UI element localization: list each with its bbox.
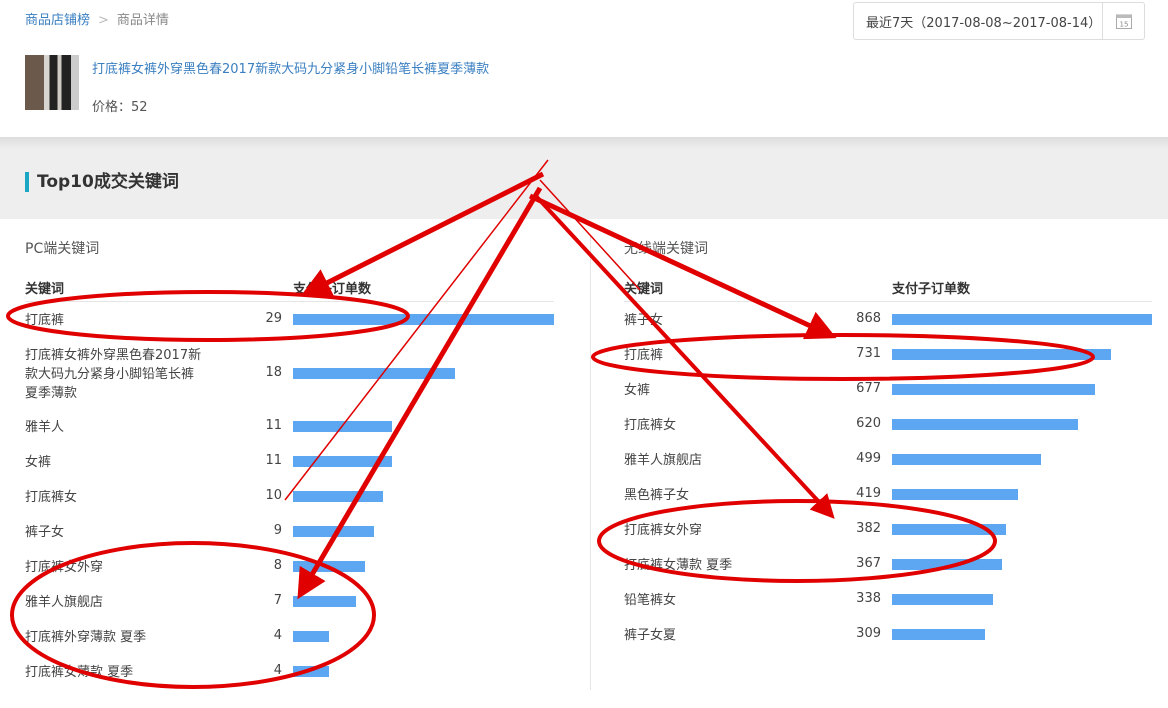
order-bar: [293, 421, 392, 432]
keyword-label: 打底裤女外穿: [25, 559, 104, 575]
breadcrumb-parent-link[interactable]: 商品店铺榜: [25, 13, 91, 28]
order-count: 731: [856, 346, 881, 361]
section-title: Top10成交关键词: [25, 172, 179, 192]
order-count: 18: [265, 365, 282, 380]
mobile-col-keyword: 关键词: [624, 282, 664, 297]
order-bar: [293, 368, 455, 379]
order-count: 9: [273, 523, 282, 538]
breadcrumb-separator: >: [98, 13, 109, 28]
pc-col-orders: 支付子订单数: [293, 282, 372, 297]
keyword-label: 黑色裤子女: [624, 487, 690, 503]
keyword-label: 雅羊人旗舰店: [25, 594, 104, 610]
order-count: 4: [273, 628, 282, 643]
keyword-label: 打底裤: [624, 347, 664, 363]
order-count: 419: [856, 486, 881, 501]
keyword-label: 打底裤外穿薄款 夏季: [25, 629, 147, 645]
keyword-label: 雅羊人: [25, 419, 65, 435]
order-bar: [293, 491, 383, 502]
keyword-label: 打底裤女裤外穿黑色春2017新款大码九分紧身小脚铅笔长裤夏季薄款: [25, 347, 202, 401]
keyword-label: 裤子女: [25, 524, 65, 540]
order-count: 338: [856, 591, 881, 606]
order-count: 382: [856, 521, 881, 536]
order-count: 11: [265, 453, 282, 468]
order-bar: [892, 524, 1007, 535]
calendar-icon[interactable]: 15: [1102, 3, 1144, 39]
order-bar: [892, 384, 1095, 395]
mobile-keywords-title: 无线端关键词: [624, 241, 708, 257]
order-bar: [892, 314, 1152, 325]
keyword-label: 雅羊人旗舰店: [624, 452, 703, 468]
order-bar: [293, 666, 329, 677]
column-divider: [590, 236, 591, 690]
order-count: 367: [856, 556, 881, 571]
pc-col-keyword: 关键词: [25, 282, 65, 297]
pc-header-line: [25, 301, 554, 302]
keyword-label: 打底裤: [25, 312, 65, 328]
order-bar: [892, 594, 994, 605]
keyword-label: 打底裤女薄款 夏季: [25, 664, 134, 680]
keyword-label: 裤子女: [624, 312, 664, 328]
order-bar: [293, 526, 374, 537]
date-range-label: 最近7天（2017-08-08~2017-08-14）: [866, 15, 1102, 31]
product-thumbnail[interactable]: [25, 55, 79, 110]
keyword-label: 女裤: [25, 454, 52, 470]
order-bar: [892, 489, 1018, 500]
order-count: 620: [856, 416, 881, 431]
keyword-label: 裤子女夏: [624, 627, 677, 643]
breadcrumb: 商品店铺榜 > 商品详情: [25, 9, 169, 28]
order-count: 11: [265, 418, 282, 433]
keyword-label: 打底裤女: [25, 489, 78, 505]
date-range-picker[interactable]: 最近7天（2017-08-08~2017-08-14） 15: [853, 2, 1145, 40]
order-bar: [293, 314, 554, 325]
order-count: 8: [273, 558, 282, 573]
order-count: 29: [265, 311, 282, 326]
order-bar: [892, 419, 1078, 430]
order-count: 868: [856, 311, 881, 326]
order-bar: [892, 559, 1002, 570]
svg-text:15: 15: [1119, 21, 1128, 29]
order-bar: [892, 454, 1042, 465]
order-bar: [892, 349, 1111, 360]
keyword-label: 铅笔裤女: [624, 592, 677, 608]
order-bar: [293, 456, 392, 467]
keyword-label: 女裤: [624, 382, 651, 398]
mobile-col-orders: 支付子订单数: [892, 282, 971, 297]
order-bar: [293, 561, 365, 572]
order-bar: [293, 631, 329, 642]
breadcrumb-current: 商品详情: [116, 13, 169, 28]
product-price: 价格：52: [92, 100, 148, 115]
pc-keywords-title: PC端关键词: [25, 241, 100, 257]
divider: [0, 137, 1168, 149]
keyword-label: 打底裤女: [624, 417, 677, 433]
order-bar: [892, 629, 985, 640]
order-count: 4: [273, 663, 282, 678]
product-title-link[interactable]: 打底裤女裤外穿黑色春2017新款大码九分紧身小脚铅笔长裤夏季薄款: [92, 62, 490, 77]
order-count: 7: [273, 593, 282, 608]
order-count: 10: [265, 488, 282, 503]
keyword-label: 打底裤女薄款 夏季: [624, 557, 733, 573]
order-count: 677: [856, 381, 881, 396]
order-count: 499: [856, 451, 881, 466]
order-bar: [293, 596, 356, 607]
order-count: 309: [856, 626, 881, 641]
keyword-label: 打底裤女外穿: [624, 522, 703, 538]
mobile-header-line: [624, 301, 1152, 302]
